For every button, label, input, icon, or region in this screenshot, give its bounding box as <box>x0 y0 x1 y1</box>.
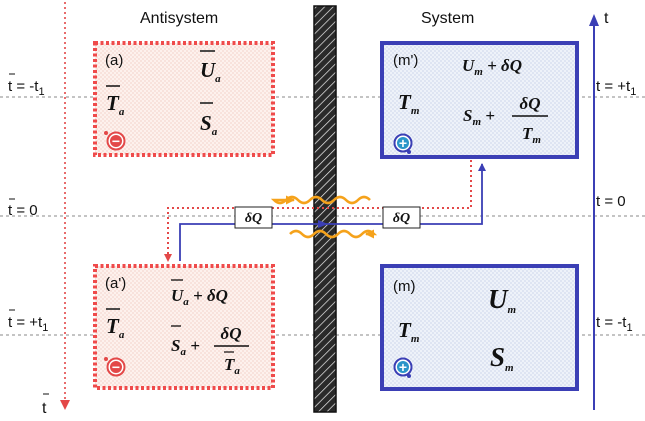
box-a-prime-temperature: Ta <box>106 314 125 341</box>
antisystem-time-symbol: t <box>42 400 47 417</box>
radiation-wave-leftward <box>270 195 371 205</box>
particle-icon: + <box>393 357 413 378</box>
right-time-label-bottom: t = -t1 <box>596 314 633 334</box>
box-m-prime-label: (m') <box>393 52 418 69</box>
right-time-label-zero: t = 0 <box>596 193 626 210</box>
box-a-temperature: Ta <box>106 91 125 118</box>
box-m-energy: Um <box>488 284 517 316</box>
box-a-prime-entropy: Sa + <box>171 336 200 358</box>
svg-text:+: + <box>399 359 407 375</box>
box-m-temperature: Tm <box>398 318 420 345</box>
box-m-prime-fraction-num: δQ <box>520 94 541 113</box>
box-a-label: (a) <box>105 52 123 69</box>
box-a-entropy: Sa <box>200 111 218 138</box>
system-header: System <box>421 10 474 27</box>
heat-flow-system-arrow <box>318 220 328 228</box>
box-m-prime-temperature: Tm <box>398 90 420 117</box>
box-m-entropy: Sm <box>490 342 514 374</box>
system-time-symbol: t <box>604 10 609 27</box>
delta-q-label-right: δQ <box>393 211 410 226</box>
box-a-prime <box>93 264 275 390</box>
left-time-label-top: t = -t1 <box>8 78 45 98</box>
delta-q-box-left <box>234 206 273 229</box>
left-time-label-zero: t = 0 <box>8 202 38 219</box>
system-time-arrowhead <box>589 14 599 26</box>
box-a-prime-fraction-den: Ta <box>224 355 240 377</box>
box-a-prime-fraction-num: δQ <box>221 324 242 343</box>
box-a-energy: Ua <box>200 58 221 85</box>
heat-flow-system-path <box>179 163 486 261</box>
box-m-prime-entropy: Sm + <box>463 106 495 128</box>
antiparticle-icon: − <box>104 357 126 377</box>
box-m-prime-fraction-den: Tm <box>522 124 541 146</box>
antisystem-time-arrowhead <box>60 400 70 410</box>
radiation-wave-rightward <box>289 229 378 239</box>
left-time-label-bottom: t = +t1 <box>8 314 48 334</box>
box-a-prime-label: (a') <box>105 275 126 292</box>
box-m-prime-energy: Um + δQ <box>462 56 522 78</box>
box-m <box>380 264 579 391</box>
delta-q-label-left: δQ <box>245 211 262 226</box>
box-m-prime <box>380 41 579 159</box>
antisystem-header: Antisystem <box>140 10 218 27</box>
svg-text:+: + <box>399 135 407 151</box>
delta-q-box-right <box>382 206 421 229</box>
svg-text:−: − <box>112 133 120 149</box>
particle-icon: + <box>393 133 413 154</box>
box-m-label: (m) <box>393 278 416 295</box>
box-a-prime-energy: Ua + δQ <box>171 286 228 308</box>
antiparticle-icon: − <box>104 131 126 151</box>
svg-text:−: − <box>112 359 120 375</box>
right-time-label-top: t = +t1 <box>596 78 636 98</box>
box-a <box>93 41 275 157</box>
